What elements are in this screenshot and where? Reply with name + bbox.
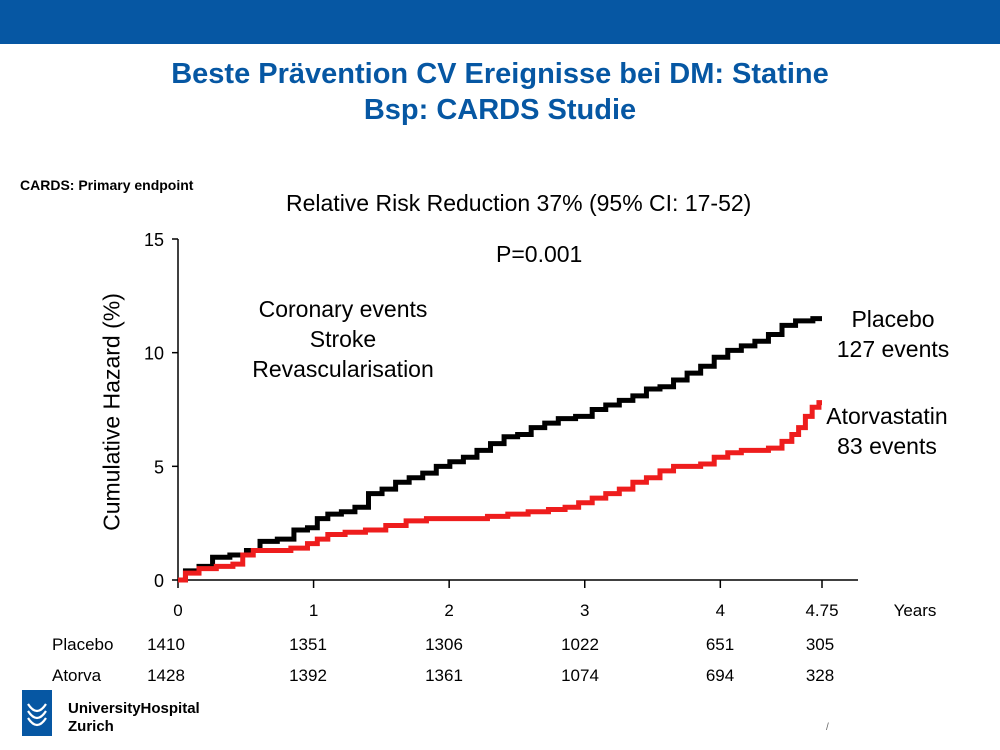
- x-tick-label: 2: [444, 601, 453, 620]
- placebo-curve: [178, 316, 822, 583]
- y-tick-label: 0: [154, 571, 164, 591]
- placebo-name: Placebo: [851, 306, 935, 332]
- title-line-1: Beste Prävention CV Ereignisse bei DM: S…: [171, 58, 829, 90]
- y-tick-label: 10: [144, 344, 164, 364]
- logo-line-2: Zurich: [68, 718, 114, 735]
- endpoint-stroke: Stroke: [309, 326, 377, 352]
- relative-risk-reduction: Relative Risk Reduction 37% (95% CI: 17-…: [286, 190, 752, 216]
- x-tick-label: 0: [173, 601, 182, 620]
- endpoint-coronary: Coronary events: [258, 296, 428, 322]
- atorvastatin-curve: [178, 400, 822, 583]
- y-tick-label: 5: [154, 457, 164, 477]
- x-axis-label: Years: [894, 601, 937, 620]
- risk-atorva-4: 694: [705, 666, 735, 685]
- top-banner: [0, 0, 1000, 44]
- logo-text: UniversityHospital Zurich: [68, 700, 200, 736]
- endpoint-description: Coronary events Stroke Revascularisation: [228, 294, 458, 384]
- chart-heading: CARDS: Primary endpoint: [20, 177, 194, 193]
- x-tick-label: 1: [309, 601, 318, 620]
- chart-axes: 0 5 10 15 0 1 2 3 4 4.75 Years: [144, 230, 936, 620]
- risk-placebo-5: 305: [805, 635, 835, 654]
- risk-placebo-4: 651: [705, 635, 735, 654]
- page-title: Beste Prävention CV Ereignisse bei DM: S…: [0, 56, 1000, 128]
- risk-row-placebo-label: Placebo: [52, 635, 114, 654]
- x-tick-label: 4.75: [805, 601, 838, 620]
- risk-row-atorva-label: Atorva: [52, 666, 102, 685]
- risk-atorva-5: 328: [805, 666, 835, 685]
- atorva-events: 83 events: [837, 433, 937, 459]
- x-tick-label: 3: [580, 601, 589, 620]
- p-value: P=0.001: [496, 241, 583, 267]
- risk-atorva-0: 1428: [147, 666, 185, 685]
- endpoint-revascularisation: Revascularisation: [252, 356, 434, 382]
- risk-atorva-3: 1074: [561, 666, 599, 685]
- risk-atorva-2: 1361: [425, 666, 463, 685]
- atorva-name: Atorvastatin: [826, 403, 948, 429]
- logo-line-1: UniversityHospital: [68, 700, 200, 717]
- chart-series: [178, 316, 822, 583]
- footer-mark: /: [826, 722, 829, 733]
- risk-atorva-1: 1392: [289, 666, 327, 685]
- atorva-series-label: Atorvastatin 83 events: [802, 401, 972, 461]
- university-hospital-logo-icon: [22, 690, 52, 736]
- risk-placebo-3: 1022: [561, 635, 599, 654]
- placebo-events: 127 events: [836, 336, 950, 362]
- y-tick-label: 15: [144, 230, 164, 250]
- risk-placebo-2: 1306: [425, 635, 463, 654]
- risk-placebo-0: 1410: [147, 635, 185, 654]
- x-tick-label: 4: [716, 601, 725, 620]
- placebo-series-label: Placebo 127 events: [808, 304, 978, 364]
- risk-placebo-1: 1351: [289, 635, 327, 654]
- title-line-2: Bsp: CARDS Studie: [363, 94, 637, 126]
